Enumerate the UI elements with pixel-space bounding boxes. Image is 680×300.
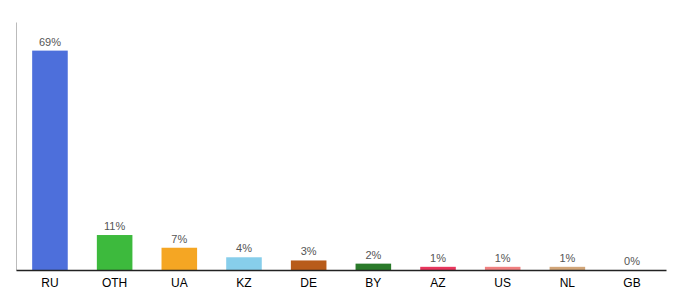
x-tick-label: RU [41,276,58,290]
data-label: 11% [104,220,125,232]
x-tick: US [494,270,511,290]
x-tick: KZ [236,270,251,290]
x-tick-label: AZ [430,276,445,290]
x-tick-label: UA [171,276,188,290]
x-tick-label: US [494,276,511,290]
x-tick-label: BY [365,276,381,290]
x-tick-label: GB [623,276,640,290]
bar [550,267,586,270]
chart: RU OTH UA KZ DE BY AZ US NL GB 69% 11% 7% 4% 3% 2% 1% 1% 1… [0,0,680,300]
x-tick: UA [171,270,188,290]
data-label: 1% [559,252,575,264]
data-label: 7% [171,233,187,245]
data-label: 0% [624,255,640,267]
bar [32,51,68,270]
bar [162,248,198,270]
data-label: 2% [365,249,381,261]
bar [420,267,456,270]
data-labels: 69% 11% 7% 4% 3% 2% 1% 1% 1% 0% [39,36,640,267]
x-tick: OTH [102,270,127,290]
x-tick: DE [300,270,317,290]
data-label: 1% [430,252,446,264]
x-tick-label: DE [300,276,317,290]
bar [356,264,392,270]
data-label: 3% [301,245,317,257]
bar [97,235,133,270]
data-label: 1% [495,252,511,264]
x-axis: RU OTH UA KZ DE BY AZ US NL GB [17,270,667,290]
x-tick-label: OTH [102,276,127,290]
y-axis [16,23,17,271]
plot: RU OTH UA KZ DE BY AZ US NL GB 69% 11% 7% 4% 3% 2% 1% 1% 1… [17,23,667,290]
x-tick: NL [560,270,576,290]
data-label: 4% [236,242,252,254]
x-tick: AZ [430,270,445,290]
bar [485,267,521,270]
data-label: 69% [39,36,61,48]
x-tick: GB [623,270,640,290]
x-axis-line [17,270,667,272]
x-tick-label: NL [560,276,576,290]
x-tick: RU [41,270,58,290]
bars [32,51,585,270]
y-axis-line [16,23,17,271]
x-tick: BY [365,270,381,290]
x-tick-label: KZ [236,276,251,290]
bar [226,257,262,270]
bar [291,260,327,270]
